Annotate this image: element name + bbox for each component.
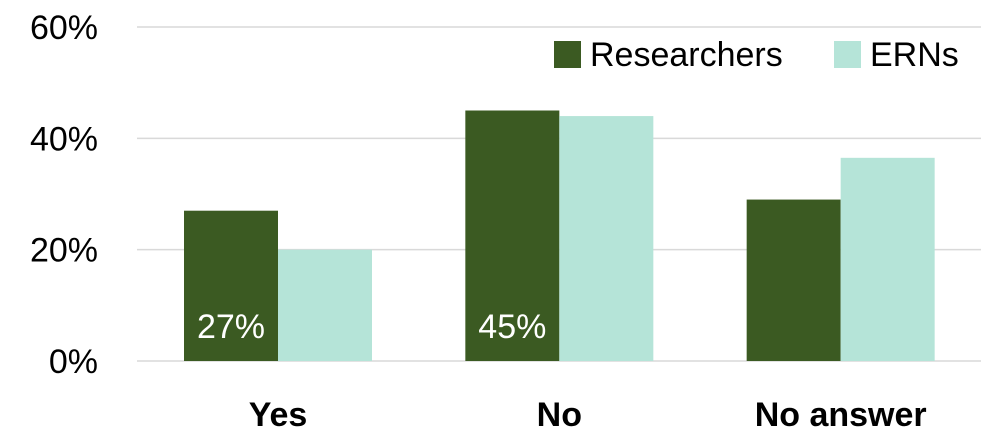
y-axis-ticks: 0% 20% 40% 60% <box>30 9 98 381</box>
bars <box>184 110 935 361</box>
bar-erns-no-answer <box>840 157 935 361</box>
y-tick-label: 20% <box>30 232 98 270</box>
bar-researchers-no <box>465 110 560 361</box>
legend-label: Researchers <box>590 36 783 74</box>
x-category-label: Yes <box>249 396 308 434</box>
x-category-label: No answer <box>755 396 927 434</box>
bar-erns-no <box>559 116 654 361</box>
data-labels: 27% 45% <box>197 308 546 346</box>
x-axis-categories: Yes No No answer <box>249 396 927 434</box>
y-tick-label: 60% <box>30 9 98 47</box>
legend: Researchers ERNs <box>554 36 959 74</box>
y-tick-label: 40% <box>30 120 98 158</box>
legend-swatch <box>554 41 581 68</box>
data-label: 27% <box>197 308 265 346</box>
legend-swatch <box>834 41 861 68</box>
legend-label: ERNs <box>870 36 959 74</box>
data-label: 45% <box>478 308 546 346</box>
bar-erns-yes <box>278 249 372 361</box>
x-category-label: No <box>537 396 582 434</box>
bar-researchers-yes <box>184 210 278 361</box>
bar-researchers-no-answer <box>746 199 841 361</box>
y-tick-label: 0% <box>49 343 98 381</box>
